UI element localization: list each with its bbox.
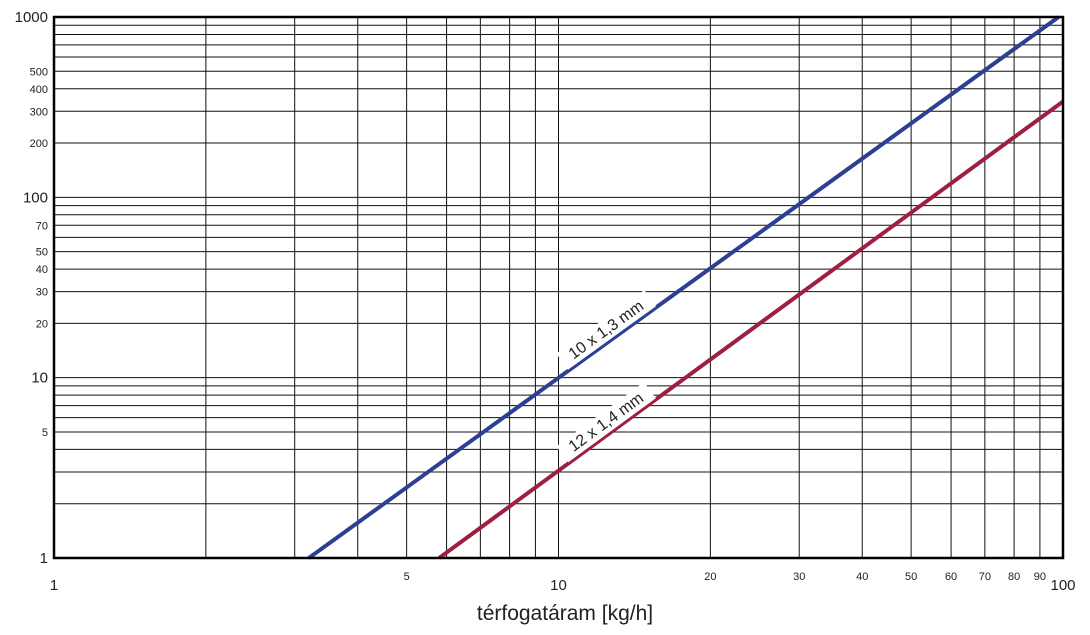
y-tick-label: 1000 xyxy=(15,9,48,26)
y-tick-label: 200 xyxy=(30,138,48,150)
y-tick-label: 300 xyxy=(30,106,48,118)
y-tick-label: 70 xyxy=(36,220,48,232)
y-tick-label: 50 xyxy=(36,247,48,259)
x-tick-label: 60 xyxy=(945,571,957,583)
series-label-1: 10 x 1,3 mm xyxy=(556,289,657,370)
series-line-2 xyxy=(437,99,1065,560)
x-tick-label: 10 xyxy=(550,577,567,594)
series-line-1 xyxy=(307,15,1060,560)
x-tick-label: 50 xyxy=(905,571,917,583)
y-tick-label: 5 xyxy=(42,427,48,439)
y-tick-label: 100 xyxy=(23,189,48,206)
y-tick-label: 400 xyxy=(30,84,48,96)
x-tick-label: 80 xyxy=(1008,571,1020,583)
y-tick-label: 20 xyxy=(36,318,48,330)
series-label-text: 10 x 1,3 mm xyxy=(566,298,647,363)
x-tick-label: 40 xyxy=(856,571,868,583)
series-label-background xyxy=(556,382,656,463)
series-label-text: 12 x 1,4 mm xyxy=(566,390,647,456)
x-tick-label: 90 xyxy=(1034,571,1046,583)
x-tick-label: 100 xyxy=(1050,577,1075,594)
y-tick-label: 1 xyxy=(40,550,48,567)
x-tick-label: 70 xyxy=(979,571,991,583)
y-tick-label: 30 xyxy=(36,287,48,299)
y-tick-label: 10 xyxy=(31,370,48,387)
x-tick-label: 20 xyxy=(704,571,716,583)
x-axis-title: térfogatáram [kg/h] xyxy=(477,602,653,625)
grid xyxy=(54,17,1063,558)
tick-labels: 1 5 10 20 30 40 50 60 70 80 90 100 1 5 10 20 30 40 50 70 100… xyxy=(15,9,1076,594)
plot-frame xyxy=(52,15,1065,560)
series-layer xyxy=(307,15,1065,560)
x-tick-label: 1 xyxy=(50,577,58,594)
y-tick-label: 40 xyxy=(36,264,48,276)
x-tick-label: 5 xyxy=(404,571,410,583)
series-label-background xyxy=(556,289,657,370)
x-tick-label: 30 xyxy=(793,571,805,583)
series-label-2: 12 x 1,4 mm xyxy=(556,382,656,463)
y-tick-label: 500 xyxy=(30,66,48,78)
